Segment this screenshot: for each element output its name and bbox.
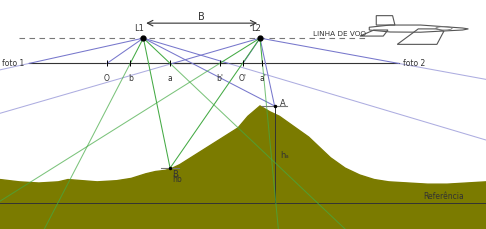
Text: b: b: [128, 74, 133, 83]
Text: B: B: [198, 12, 205, 22]
Text: A: A: [280, 98, 286, 107]
Text: O': O': [239, 74, 247, 83]
Text: b': b': [216, 74, 223, 83]
Text: hb: hb: [173, 174, 182, 183]
Text: L1: L1: [135, 24, 144, 33]
Text: L2: L2: [251, 24, 261, 33]
Text: foto 2: foto 2: [403, 58, 426, 68]
Polygon shape: [0, 106, 486, 203]
Text: hₐ: hₐ: [280, 150, 289, 159]
Text: O: O: [104, 74, 110, 83]
Text: a: a: [168, 74, 173, 83]
Text: foto 1: foto 1: [2, 58, 24, 68]
Text: LINHA DE VOO: LINHA DE VOO: [313, 31, 366, 37]
Text: Referência: Referência: [423, 191, 464, 200]
Text: B: B: [172, 169, 178, 178]
Text: a': a': [259, 74, 266, 83]
